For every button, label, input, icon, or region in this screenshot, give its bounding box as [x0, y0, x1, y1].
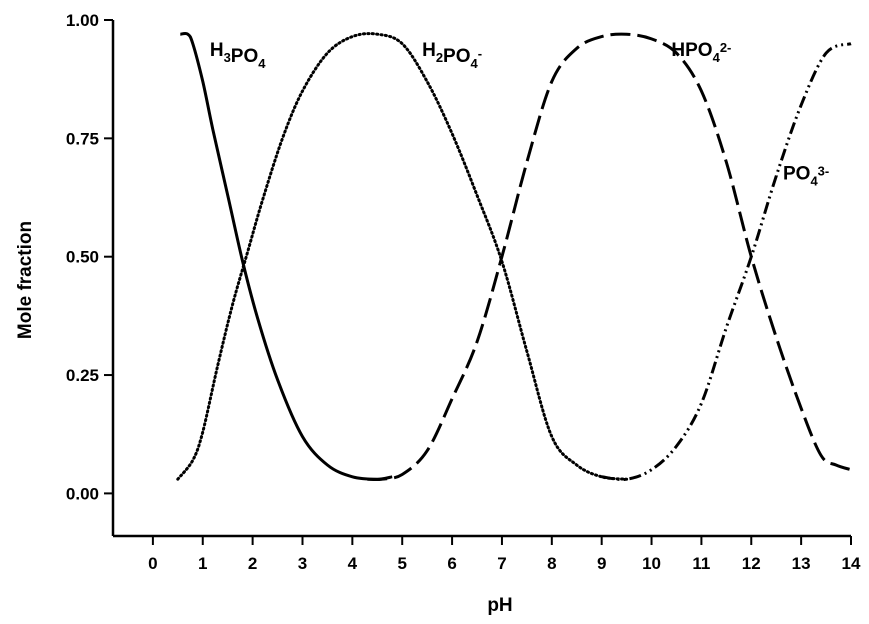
- x-tick-label: 14: [842, 554, 861, 573]
- x-tick-label: 4: [348, 554, 358, 573]
- series-label-1: H2PO4-: [422, 40, 482, 71]
- x-tick-label: 0: [148, 554, 157, 573]
- axes: [111, 20, 851, 538]
- x-tick-label: 1: [198, 554, 207, 573]
- series-label-0: H3PO4: [210, 40, 266, 71]
- x-tick-label: 9: [597, 554, 606, 573]
- y-axis-label: Mole fraction: [15, 221, 36, 339]
- y-tick-label: 0.50: [66, 248, 99, 267]
- x-tick-label: 12: [742, 554, 761, 573]
- x-tick-label: 2: [248, 554, 257, 573]
- y-tick-label: 1.00: [66, 11, 99, 30]
- series-line-1: [176, 32, 629, 481]
- x-tick-label: 5: [397, 554, 406, 573]
- series-curves: [176, 31, 852, 482]
- x-tick-label: 13: [792, 554, 811, 573]
- y-tick-label: 0.75: [66, 129, 99, 148]
- x-tick-label: 8: [547, 554, 556, 573]
- x-tick-label: 6: [447, 554, 456, 573]
- x-tick-label: 3: [298, 554, 307, 573]
- x-tick-label: 10: [642, 554, 661, 573]
- x-ticks: 0 1 2 3 4 5 6 7 8 9 10 11 12 13 14: [148, 536, 861, 573]
- x-axis-label: pH: [487, 595, 512, 616]
- series-line-3: [601, 42, 852, 481]
- series-line-2: [367, 32, 852, 482]
- x-tick-label: 7: [497, 554, 506, 573]
- x-tick-label: 11: [692, 554, 710, 573]
- y-tick-label: 0.25: [66, 366, 99, 385]
- series-labels: H3PO4 H2PO4- HPO42- PO43-: [210, 40, 829, 188]
- series-label-3: PO43-: [783, 163, 829, 188]
- y-tick-label: 0.00: [66, 484, 99, 503]
- series-label-2: HPO42-: [671, 40, 731, 65]
- y-ticks: 0.00 0.25 0.50 0.75 1.00: [66, 11, 113, 503]
- series-line-0: [180, 31, 393, 481]
